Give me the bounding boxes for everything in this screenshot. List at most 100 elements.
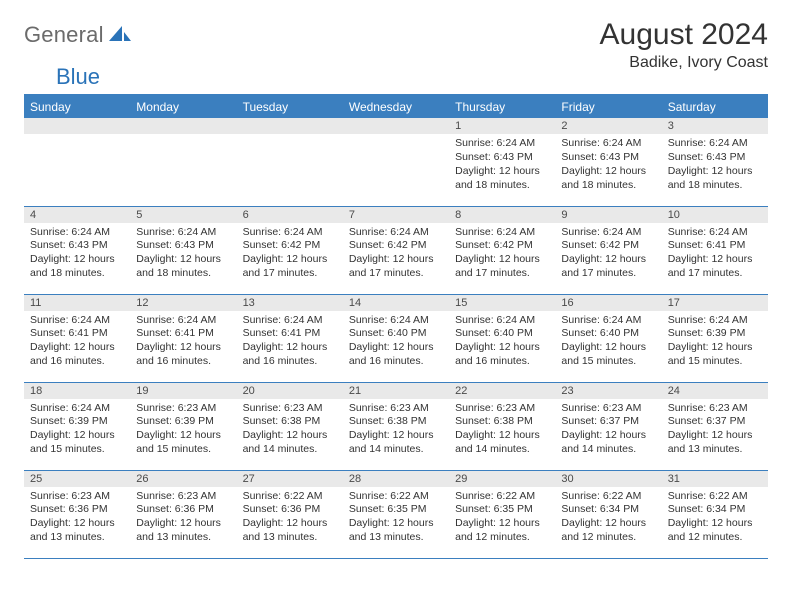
sunrise-text: Sunrise: 6:22 AM: [668, 490, 762, 504]
day-content: Sunrise: 6:24 AMSunset: 6:42 PMDaylight:…: [343, 223, 449, 285]
sunrise-text: Sunrise: 6:24 AM: [243, 226, 337, 240]
sunset-text: Sunset: 6:43 PM: [668, 151, 762, 165]
day-content: Sunrise: 6:24 AMSunset: 6:41 PMDaylight:…: [130, 311, 236, 373]
weekday-header: Tuesday: [237, 95, 343, 118]
daylight-text: Daylight: 12 hours and 17 minutes.: [455, 253, 549, 281]
day-number-bar: 24: [662, 383, 768, 399]
day-number: 27: [243, 473, 255, 485]
day-number-bar: 25: [24, 471, 130, 487]
day-content: Sunrise: 6:24 AMSunset: 6:41 PMDaylight:…: [24, 311, 130, 373]
day-content: Sunrise: 6:24 AMSunset: 6:41 PMDaylight:…: [237, 311, 343, 373]
calendar-day-cell: 13Sunrise: 6:24 AMSunset: 6:41 PMDayligh…: [237, 294, 343, 382]
sunset-text: Sunset: 6:42 PM: [561, 239, 655, 253]
day-number: 3: [668, 120, 674, 132]
calendar-day-cell: 9Sunrise: 6:24 AMSunset: 6:42 PMDaylight…: [555, 206, 661, 294]
sunset-text: Sunset: 6:41 PM: [668, 239, 762, 253]
calendar-day-cell: 8 Sunrise: 6:24 AMSunset: 6:42 PMDaylight…: [449, 206, 555, 294]
day-content: Sunrise: 6:23 AMSunset: 6:36 PMDaylight:…: [130, 487, 236, 549]
calendar-day-cell: 6 Sunrise: 6:24 AMSunset: 6:42 PMDaylight…: [237, 206, 343, 294]
calendar-day-cell: 15 Sunrise: 6:24 AMSunset: 6:40 PMDayligh…: [449, 294, 555, 382]
sunset-text: Sunset: 6:43 PM: [136, 239, 230, 253]
calendar-day-cell: 0: [343, 118, 449, 206]
day-number-bar: 17: [662, 295, 768, 311]
calendar-day-cell: 20Sunrise: 6:23 AMSunset: 6:38 PMDayligh…: [237, 382, 343, 470]
daylight-text: Daylight: 12 hours and 16 minutes.: [136, 341, 230, 369]
day-content: Sunrise: 6:24 AMSunset: 6:43 PMDaylight:…: [555, 134, 661, 196]
sunrise-text: Sunrise: 6:24 AM: [243, 314, 337, 328]
daylight-text: Daylight: 12 hours and 18 minutes.: [668, 165, 762, 193]
calendar-week-row: 18Sunrise: 6:24 AMSunset: 6:39 PMDayligh…: [24, 382, 768, 470]
month-title: August 2024: [600, 18, 768, 52]
day-number: 15: [455, 297, 467, 309]
sunrise-text: Sunrise: 6:22 AM: [455, 490, 549, 504]
day-number: 23: [561, 385, 573, 397]
sunrise-text: Sunrise: 6:24 AM: [455, 226, 549, 240]
sunrise-text: Sunrise: 6:24 AM: [136, 314, 230, 328]
daylight-text: Daylight: 12 hours and 18 minutes.: [455, 165, 549, 193]
day-number: 17: [668, 297, 680, 309]
day-number: 28: [349, 473, 361, 485]
sunset-text: Sunset: 6:39 PM: [668, 327, 762, 341]
daylight-text: Daylight: 12 hours and 12 minutes.: [455, 517, 549, 545]
day-number-bar: 31: [662, 471, 768, 487]
daylight-text: Daylight: 12 hours and 15 minutes.: [561, 341, 655, 369]
day-content: Sunrise: 6:23 AMSunset: 6:38 PMDaylight:…: [237, 399, 343, 461]
daylight-text: Daylight: 12 hours and 17 minutes.: [349, 253, 443, 281]
weekday-header: Wednesday: [343, 95, 449, 118]
day-content: Sunrise: 6:23 AMSunset: 6:39 PMDaylight:…: [130, 399, 236, 461]
calendar-table: Sunday Monday Tuesday Wednesday Thursday…: [24, 94, 768, 559]
calendar-week-row: 00001Sunrise: 6:24 AMSunset: 6:43 PMDayl…: [24, 118, 768, 206]
sunset-text: Sunset: 6:39 PM: [30, 415, 124, 429]
day-content: Sunrise: 6:24 AMSunset: 6:39 PMDaylight:…: [24, 399, 130, 461]
sunset-text: Sunset: 6:42 PM: [243, 239, 337, 253]
calendar-day-cell: 18Sunrise: 6:24 AMSunset: 6:39 PMDayligh…: [24, 382, 130, 470]
daylight-text: Daylight: 12 hours and 18 minutes.: [561, 165, 655, 193]
sunset-text: Sunset: 6:35 PM: [455, 503, 549, 517]
sunrise-text: Sunrise: 6:24 AM: [561, 314, 655, 328]
day-content: Sunrise: 6:22 AMSunset: 6:35 PMDaylight:…: [449, 487, 555, 549]
daylight-text: Daylight: 12 hours and 12 minutes.: [561, 517, 655, 545]
daylight-text: Daylight: 12 hours and 14 minutes.: [243, 429, 337, 457]
day-number: 4: [30, 209, 36, 221]
day-number: 31: [668, 473, 680, 485]
day-number-bar: 7: [343, 207, 449, 223]
day-content: Sunrise: 6:22 AMSunset: 6:34 PMDaylight:…: [662, 487, 768, 549]
day-number-bar: 1: [449, 118, 555, 134]
brand-text-blue: Blue: [56, 64, 100, 90]
weekday-header: Saturday: [662, 95, 768, 118]
calendar-week-row: 11Sunrise: 6:24 AMSunset: 6:41 PMDayligh…: [24, 294, 768, 382]
day-content: Sunrise: 6:24 AMSunset: 6:43 PMDaylight:…: [662, 134, 768, 196]
day-number-bar: 29: [449, 471, 555, 487]
sunset-text: Sunset: 6:41 PM: [136, 327, 230, 341]
location-subtitle: Badike, Ivory Coast: [600, 54, 768, 72]
brand-sail-icon: [109, 26, 131, 45]
day-number: 5: [136, 209, 142, 221]
sunset-text: Sunset: 6:43 PM: [30, 239, 124, 253]
calendar-day-cell: 26Sunrise: 6:23 AMSunset: 6:36 PMDayligh…: [130, 470, 236, 558]
day-number: 8: [455, 209, 461, 221]
calendar-day-cell: 2Sunrise: 6:24 AMSunset: 6:43 PMDaylight…: [555, 118, 661, 206]
day-content: Sunrise: 6:24 AMSunset: 6:40 PMDaylight:…: [449, 311, 555, 373]
daylight-text: Daylight: 12 hours and 17 minutes.: [561, 253, 655, 281]
sunset-text: Sunset: 6:40 PM: [455, 327, 549, 341]
sunrise-text: Sunrise: 6:24 AM: [668, 226, 762, 240]
day-number-bar: 0: [130, 118, 236, 134]
day-number-bar: 0: [24, 118, 130, 134]
daylight-text: Daylight: 12 hours and 17 minutes.: [668, 253, 762, 281]
day-content: Sunrise: 6:24 AMSunset: 6:42 PMDaylight:…: [449, 223, 555, 285]
sunrise-text: Sunrise: 6:23 AM: [136, 490, 230, 504]
daylight-text: Daylight: 12 hours and 15 minutes.: [668, 341, 762, 369]
sunset-text: Sunset: 6:36 PM: [136, 503, 230, 517]
weekday-header: Friday: [555, 95, 661, 118]
calendar-day-cell: 11Sunrise: 6:24 AMSunset: 6:41 PMDayligh…: [24, 294, 130, 382]
day-number-bar: 9: [555, 207, 661, 223]
day-number: 6: [243, 209, 249, 221]
day-content: Sunrise: 6:24 AMSunset: 6:43 PMDaylight:…: [24, 223, 130, 285]
day-content: Sunrise: 6:23 AMSunset: 6:38 PMDaylight:…: [449, 399, 555, 461]
sunrise-text: Sunrise: 6:23 AM: [243, 402, 337, 416]
day-content: Sunrise: 6:24 AMSunset: 6:42 PMDaylight:…: [237, 223, 343, 285]
sunset-text: Sunset: 6:42 PM: [349, 239, 443, 253]
sunset-text: Sunset: 6:36 PM: [243, 503, 337, 517]
sunset-text: Sunset: 6:43 PM: [455, 151, 549, 165]
sunrise-text: Sunrise: 6:23 AM: [668, 402, 762, 416]
